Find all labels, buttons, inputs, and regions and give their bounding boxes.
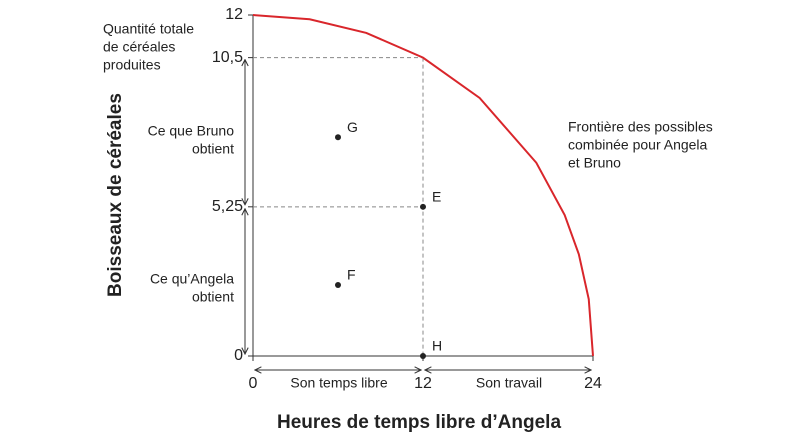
y-tick-label: 0 bbox=[234, 347, 243, 364]
point-label: H bbox=[432, 338, 442, 354]
annotation: Quantité totale bbox=[103, 21, 194, 37]
annotation: Frontière des possibles bbox=[568, 119, 713, 135]
annotation: de céréales bbox=[103, 39, 175, 55]
point bbox=[335, 134, 341, 141]
y-axis-title: Boisseaux de céréales bbox=[105, 93, 126, 297]
y-tick-label: 5,25 bbox=[212, 198, 243, 215]
y-tick-label: 12 bbox=[225, 6, 243, 23]
annotation: Ce que Bruno bbox=[148, 123, 235, 139]
annotation: Son travail bbox=[476, 375, 542, 391]
x-tick-label: 0 bbox=[249, 375, 258, 392]
x-tick-label: 12 bbox=[414, 375, 432, 392]
point bbox=[335, 281, 341, 288]
point bbox=[420, 203, 426, 210]
point-label: G bbox=[347, 119, 358, 135]
annotation: Ce qu’Angela bbox=[150, 271, 234, 287]
annotation: obtient bbox=[192, 141, 234, 157]
annotation: obtient bbox=[192, 289, 234, 305]
frontier-line bbox=[252, 14, 594, 357]
annotation: produites bbox=[103, 57, 161, 73]
point-label: F bbox=[347, 267, 356, 283]
x-axis-title: Heures de temps libre d’Angela bbox=[277, 412, 561, 433]
x-tick-label: 24 bbox=[584, 375, 602, 392]
annotation: Son temps libre bbox=[290, 375, 387, 391]
annotation: et Bruno bbox=[568, 155, 621, 171]
annotation: combinée pour Angela bbox=[568, 137, 708, 153]
point bbox=[420, 353, 426, 359]
y-tick-label: 10,5 bbox=[212, 49, 243, 66]
point-label: E bbox=[432, 189, 441, 205]
